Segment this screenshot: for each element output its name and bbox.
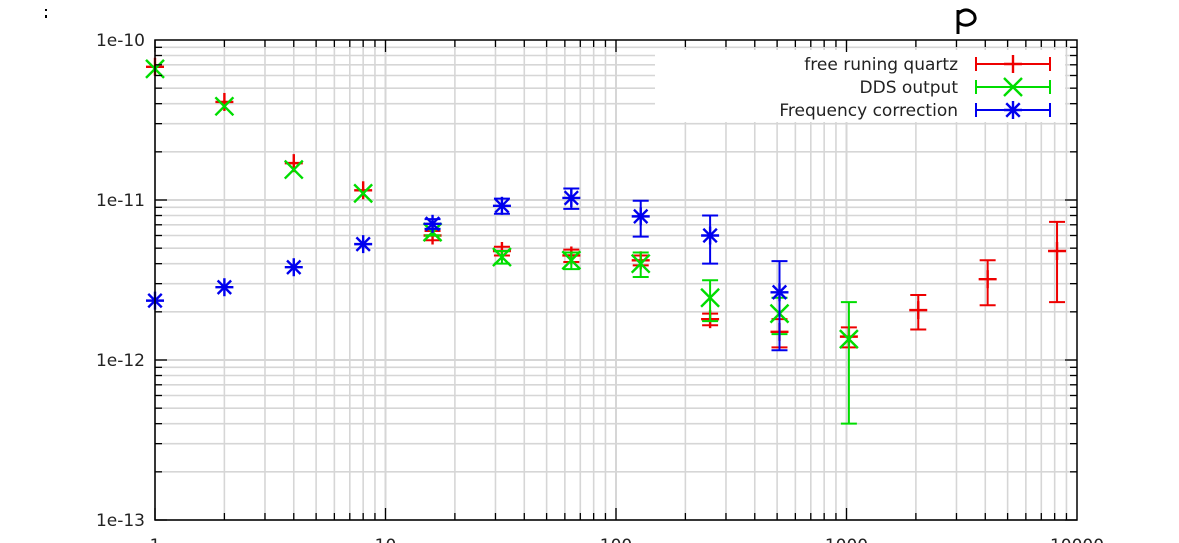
- data-point: [770, 283, 789, 302]
- data-point: [839, 329, 859, 349]
- x-tick-label: 100: [600, 536, 632, 543]
- legend-label: Frequency correction: [779, 101, 958, 121]
- legend-marker: [1004, 101, 1022, 119]
- y-tick-labels: 1e-13 1e-12 1e-11 1e-10: [96, 31, 145, 531]
- y-tick-label: 1e-13: [96, 511, 145, 531]
- y-tick-label: 1e-11: [96, 191, 145, 211]
- error-bar: [1049, 220, 1066, 304]
- data-point: [561, 250, 582, 271]
- error-bar: [840, 301, 857, 425]
- data-point: [214, 96, 235, 117]
- data-point: [909, 301, 928, 320]
- y-tick-label: 1e-10: [96, 31, 145, 51]
- legend: free runing quartz DDS output Frequency co…: [779, 55, 1051, 121]
- x-tick-labels: 1 10 100 1000 10000: [150, 536, 1104, 543]
- data-point: [492, 247, 512, 267]
- data-point: [354, 235, 373, 254]
- data-point: [631, 207, 650, 226]
- y-tick-label: 1e-12: [96, 351, 145, 371]
- data-point: [630, 253, 651, 274]
- stray-mark-left: [45, 15, 47, 18]
- stray-glyph-top: [956, 8, 977, 34]
- stray-mark-left-dot: [45, 9, 47, 11]
- data-point: [215, 92, 234, 111]
- data-series-layer: [145, 57, 1067, 425]
- x-tick-label: 10: [375, 536, 397, 543]
- x-tick-label: 10000: [1050, 536, 1104, 543]
- error-bar: [702, 279, 719, 323]
- data-point: [562, 188, 581, 207]
- data-point: [700, 287, 720, 308]
- legend-label: DDS output: [860, 78, 959, 98]
- data-point: [354, 181, 373, 200]
- data-point: [492, 196, 511, 215]
- legend-label: free runing quartz: [804, 55, 958, 75]
- data-point: [215, 278, 234, 297]
- data-point: [978, 270, 997, 289]
- data-point: [423, 214, 442, 233]
- data-point: [353, 183, 374, 204]
- error-bar: [771, 260, 788, 352]
- series-star: [146, 187, 789, 352]
- legend-marker: [1003, 77, 1023, 97]
- data-point: [283, 159, 304, 180]
- x-tick-label: 1: [150, 536, 161, 543]
- data-point: [701, 226, 720, 245]
- axis-ticks: [154, 40, 1077, 521]
- data-point: [284, 258, 303, 277]
- legend-marker: [1004, 55, 1022, 73]
- x-tick-label: 1000: [825, 536, 868, 543]
- data-point: [1048, 242, 1067, 261]
